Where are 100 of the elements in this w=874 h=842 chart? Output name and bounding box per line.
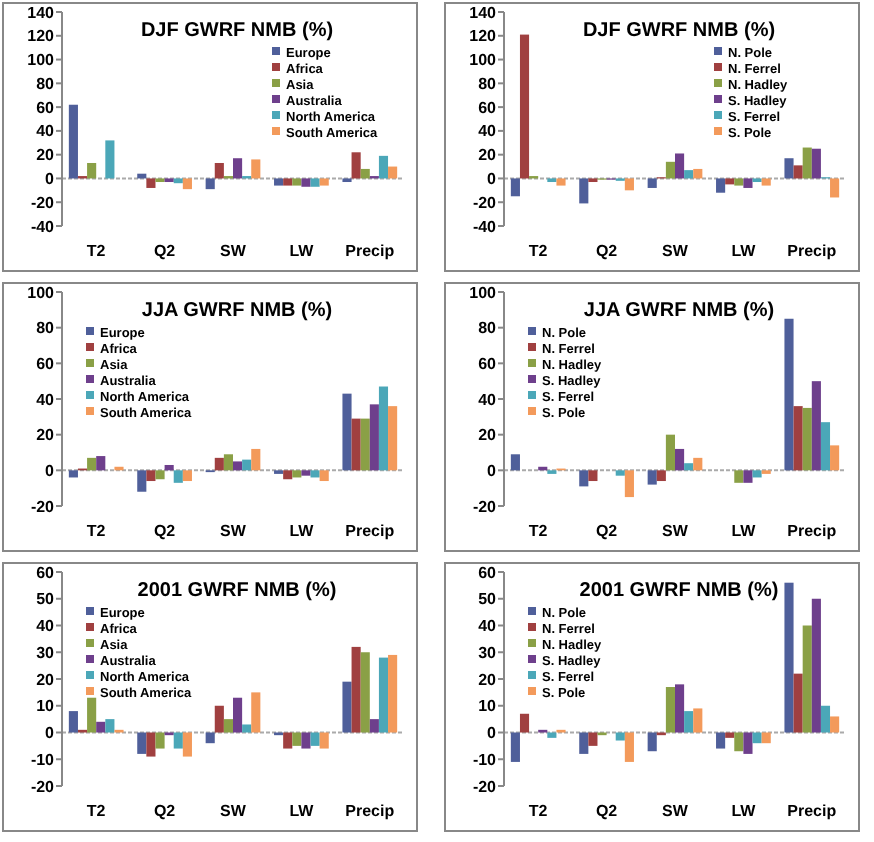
bar	[146, 470, 156, 482]
bar	[105, 140, 115, 179]
bar	[164, 464, 174, 471]
bar	[716, 178, 726, 193]
bar	[223, 454, 233, 471]
bar	[182, 178, 192, 190]
bar	[734, 178, 744, 186]
bar	[519, 34, 530, 179]
bar	[360, 418, 370, 471]
y-tick-label: -20	[472, 193, 498, 212]
chart-title: 2001 GWRF NMB (%)	[137, 580, 337, 602]
bar	[793, 406, 803, 471]
bar	[665, 434, 675, 471]
bar	[784, 318, 794, 471]
bar	[734, 732, 744, 752]
y-tick-label: 60	[478, 98, 498, 117]
y-tick-label: 60	[478, 563, 498, 582]
x-tick-label: Q2	[153, 242, 177, 260]
bar	[369, 719, 379, 733]
bar	[319, 178, 329, 186]
bar	[734, 470, 744, 483]
bar	[342, 393, 352, 471]
bar	[579, 178, 589, 204]
bar	[137, 732, 147, 754]
bar	[624, 732, 634, 762]
y-tick-label: 100	[27, 283, 56, 302]
bar	[146, 178, 156, 188]
y-tick-label: 50	[36, 590, 56, 609]
y-tick-label: -20	[472, 777, 498, 796]
y-tick-label: 40	[478, 617, 498, 636]
bar	[647, 470, 657, 485]
y-tick-label: -40	[472, 217, 498, 236]
y-tick-label: 60	[36, 354, 56, 373]
bar	[547, 732, 557, 738]
bar	[752, 732, 762, 744]
y-tick-label: 10	[36, 697, 56, 716]
x-tick-label: LW	[731, 802, 757, 820]
x-tick-label: Precip	[787, 522, 837, 540]
y-tick-label: 40	[478, 390, 498, 409]
bar	[214, 457, 224, 471]
bar	[684, 170, 694, 179]
bar	[510, 454, 520, 471]
bar	[820, 422, 831, 471]
bar	[802, 147, 812, 179]
bar	[182, 470, 192, 482]
bar	[647, 732, 657, 752]
y-tick-label: 40	[36, 390, 56, 409]
x-tick-label: T2	[528, 802, 549, 820]
y-tick-label: -20	[30, 777, 56, 796]
x-tick-label: Q2	[153, 522, 177, 540]
bar	[820, 705, 831, 733]
bar	[793, 673, 803, 733]
y-tick-label: 0	[487, 724, 498, 743]
bar	[784, 582, 794, 733]
y-tick-label: 80	[478, 74, 498, 93]
bar	[96, 456, 106, 471]
bar	[155, 470, 165, 480]
y-tick-label: 100	[469, 51, 498, 70]
bar	[693, 168, 703, 179]
x-tick-label: Precip	[345, 522, 395, 540]
bar	[579, 470, 589, 487]
bar	[173, 732, 183, 749]
x-tick-label: Q2	[153, 802, 177, 820]
x-tick-label: T2	[86, 522, 107, 540]
bar	[205, 178, 215, 190]
bar	[351, 646, 361, 733]
bar	[693, 457, 703, 471]
x-tick-label: T2	[528, 522, 549, 540]
bar	[68, 470, 78, 478]
bar	[378, 657, 389, 733]
y-tick-label: 30	[478, 643, 498, 662]
y-tick-label: 0	[45, 170, 56, 189]
y-tick-label: 20	[478, 426, 498, 445]
bar	[378, 386, 389, 471]
x-tick-label: SW	[220, 802, 247, 820]
bar	[233, 697, 243, 733]
bar	[802, 625, 812, 733]
x-tick-label: Precip	[787, 242, 837, 260]
bar	[292, 732, 302, 746]
y-tick-label: 80	[478, 319, 498, 338]
x-tick-label: LW	[289, 802, 315, 820]
bar	[761, 178, 771, 186]
x-tick-label: SW	[220, 522, 247, 540]
bar	[684, 463, 694, 471]
bar	[624, 470, 634, 498]
bar	[283, 470, 293, 480]
y-tick-label: 60	[478, 354, 498, 373]
bar	[716, 732, 726, 749]
bar	[301, 470, 311, 476]
bar	[87, 162, 97, 179]
bar	[556, 178, 566, 186]
bar	[223, 719, 233, 733]
bar	[205, 732, 215, 744]
bar	[615, 732, 625, 741]
y-tick-label: 120	[469, 27, 498, 46]
chart-title: DJF GWRF NMB (%)	[582, 20, 776, 42]
bar	[784, 158, 794, 179]
x-tick-label: Precip	[787, 802, 837, 820]
bar	[830, 716, 840, 733]
bar	[283, 732, 293, 749]
